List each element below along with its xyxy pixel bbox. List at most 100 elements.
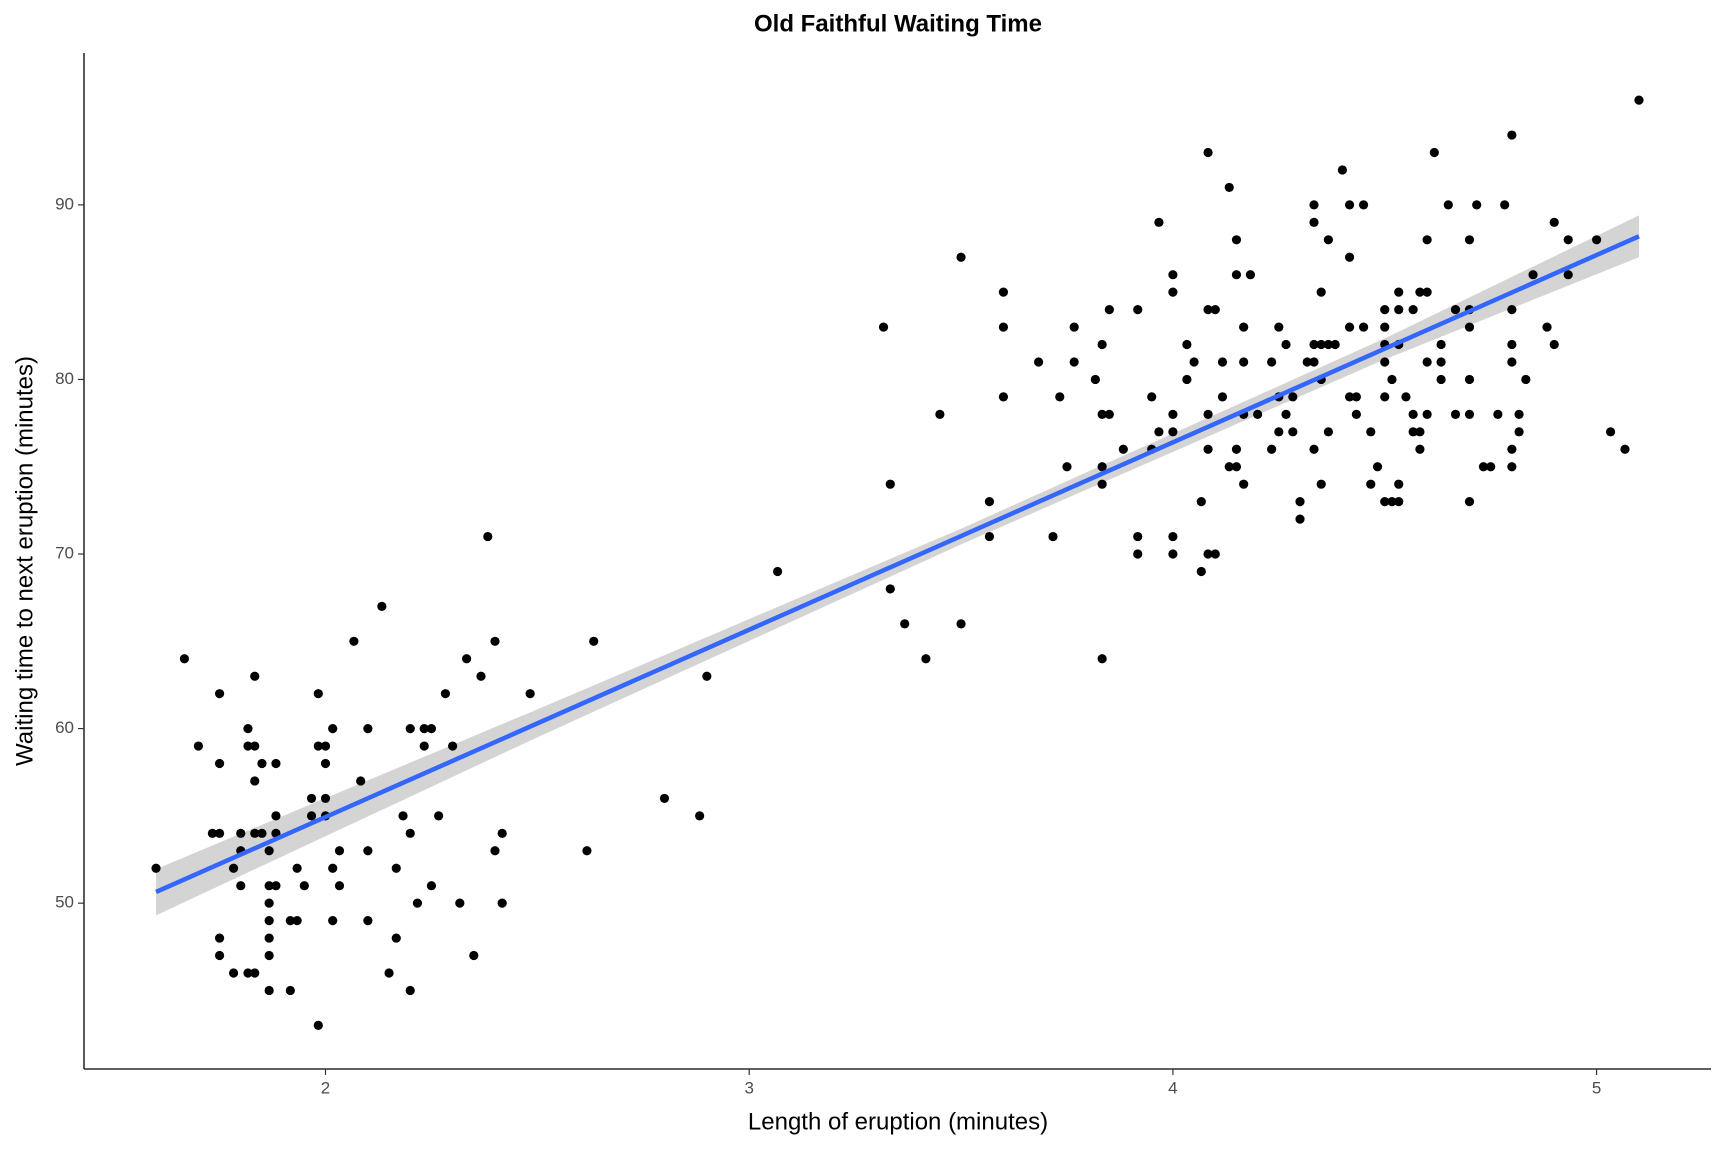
data-point: [1154, 427, 1164, 437]
data-point: [250, 828, 260, 838]
data-point: [1217, 357, 1228, 367]
data-point: [1097, 339, 1107, 350]
data-point: [1521, 374, 1531, 385]
data-point: [1069, 322, 1079, 332]
data-point: [1323, 427, 1334, 437]
data-point: [334, 881, 345, 891]
data-point: [1366, 479, 1376, 489]
data-point: [1097, 409, 1107, 419]
data-point: [285, 985, 295, 996]
data-point: [243, 723, 253, 734]
data-point: [1634, 95, 1644, 105]
data-point: [320, 741, 331, 751]
data-point: [1097, 479, 1107, 489]
data-point: [356, 776, 366, 786]
data-point: [179, 654, 190, 664]
x-tick-label: 2: [321, 1078, 330, 1097]
data-point: [1408, 427, 1418, 437]
data-point: [193, 741, 203, 751]
data-point: [1203, 409, 1213, 419]
data-point: [1464, 497, 1475, 507]
data-point: [1514, 427, 1524, 437]
data-point: [1422, 357, 1432, 367]
data-point: [264, 933, 274, 943]
data-point: [1323, 235, 1334, 245]
data-point: [264, 898, 274, 908]
data-point: [1401, 392, 1411, 402]
data-point: [214, 758, 225, 769]
data-point: [525, 689, 535, 699]
data-point: [1309, 357, 1319, 367]
data-point: [659, 793, 670, 804]
data-point: [1295, 497, 1305, 507]
data-point: [1168, 531, 1178, 542]
data-point: [377, 601, 387, 611]
data-point: [264, 985, 274, 996]
data-point: [461, 654, 472, 664]
data-point: [1344, 252, 1355, 262]
data-point: [1620, 444, 1630, 454]
data-point: [1380, 392, 1390, 402]
data-point: [1118, 444, 1128, 454]
data-point: [1274, 427, 1284, 437]
data-point: [1239, 322, 1249, 332]
y-axis-title: Waiting time to next eruption (minutes): [11, 356, 38, 766]
data-point: [885, 479, 895, 489]
data-point: [1168, 549, 1178, 559]
data-point: [292, 916, 302, 926]
data-point: [1408, 305, 1418, 315]
data-point: [306, 811, 317, 821]
data-point: [1500, 200, 1510, 210]
data-point: [1133, 549, 1143, 559]
data-point: [1267, 444, 1277, 454]
data-point: [1344, 322, 1355, 332]
data-point: [1387, 497, 1397, 507]
data-point: [1344, 200, 1355, 210]
data-point: [1422, 409, 1432, 419]
data-point: [1330, 339, 1340, 350]
data-point: [1281, 339, 1291, 350]
data-point: [1394, 479, 1404, 489]
data-point: [1055, 392, 1065, 402]
x-tick-label: 5: [1592, 1078, 1601, 1097]
data-point: [1507, 130, 1517, 140]
data-point: [1394, 305, 1404, 315]
y-tick-label: 90: [55, 194, 74, 213]
data-point: [398, 811, 408, 821]
x-axis-title: Length of eruption (minutes): [748, 1108, 1048, 1135]
data-point: [1358, 200, 1369, 210]
data-point: [306, 793, 317, 804]
data-point: [419, 741, 429, 751]
data-point: [250, 968, 260, 978]
data-point: [1245, 270, 1256, 280]
data-point: [1097, 462, 1107, 472]
data-point: [391, 933, 401, 943]
data-point: [264, 950, 274, 961]
data-point: [1387, 374, 1397, 385]
data-point: [1288, 392, 1298, 402]
data-point: [702, 671, 712, 681]
data-point: [1182, 339, 1192, 350]
data-point: [1302, 357, 1312, 367]
data-point: [900, 619, 910, 629]
data-point: [320, 793, 331, 804]
data-point: [1231, 270, 1242, 280]
data-point: [1507, 462, 1517, 472]
data-point: [1464, 322, 1475, 332]
data-point: [257, 828, 267, 838]
data-point: [292, 863, 302, 873]
y-tick-label: 60: [55, 718, 74, 737]
data-point: [1203, 305, 1213, 315]
data-point: [1422, 287, 1432, 297]
data-point: [1592, 235, 1602, 245]
data-point: [1351, 409, 1361, 419]
data-point: [1069, 357, 1079, 367]
data-point: [1422, 235, 1432, 245]
data-point: [448, 741, 458, 751]
data-point: [1394, 497, 1404, 507]
data-point: [264, 881, 274, 891]
data-point: [1182, 374, 1192, 385]
data-point: [271, 758, 281, 769]
data-point: [151, 863, 161, 873]
